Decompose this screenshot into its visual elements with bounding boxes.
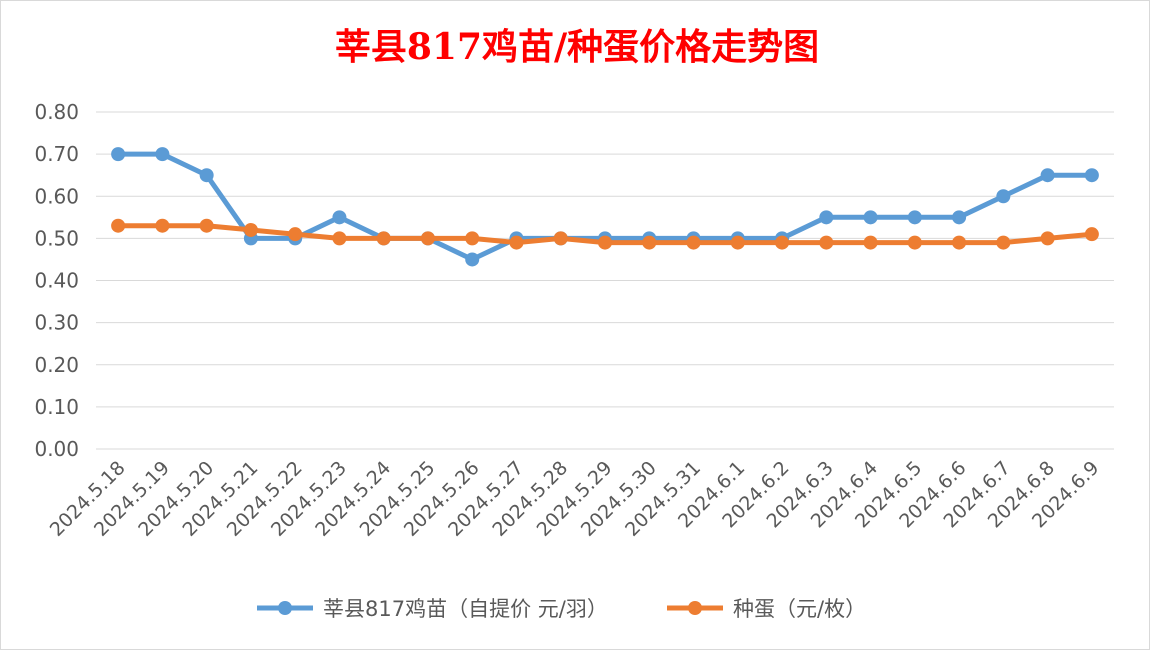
series-layer <box>111 147 1099 267</box>
data-point <box>642 235 657 250</box>
data-point <box>730 235 745 250</box>
data-point <box>819 210 834 225</box>
legend-item: 莘县817鸡苗（自提价 元/羽） <box>257 597 608 621</box>
legend-label: 种蛋（元/枚） <box>733 597 866 621</box>
y-tick-label: 0.70 <box>34 142 79 166</box>
data-point <box>243 222 258 237</box>
data-point <box>288 227 303 242</box>
y-tick-label: 0.10 <box>34 395 79 419</box>
gridlines <box>96 111 1114 450</box>
data-point <box>1084 227 1099 242</box>
data-point <box>199 218 214 233</box>
data-point <box>819 235 834 250</box>
legend-marker <box>688 601 702 615</box>
data-point <box>1084 168 1099 183</box>
data-point <box>1040 231 1055 246</box>
y-tick-label: 0.50 <box>34 226 79 250</box>
legend: 莘县817鸡苗（自提价 元/羽） 种蛋（元/枚） <box>257 597 866 621</box>
x-axis-ticks: 2024.5.182024.5.192024.5.202024.5.212024… <box>46 457 1104 541</box>
data-point <box>111 147 126 162</box>
data-point <box>111 218 126 233</box>
data-point <box>952 235 967 250</box>
data-point <box>996 235 1011 250</box>
data-point <box>686 235 701 250</box>
data-point <box>553 231 568 246</box>
series-1 <box>111 218 1099 250</box>
data-point <box>376 231 391 246</box>
data-point <box>199 168 214 183</box>
data-point <box>775 235 790 250</box>
y-tick-label: 0.40 <box>34 269 79 293</box>
data-point <box>509 235 524 250</box>
legend-item: 种蛋（元/枚） <box>667 597 866 621</box>
data-point <box>332 210 347 225</box>
data-point <box>996 189 1011 204</box>
chart-title: 莘县817鸡苗/种蛋价格走势图 <box>335 26 819 68</box>
data-point <box>465 252 480 267</box>
data-point <box>420 231 435 246</box>
y-tick-label: 0.60 <box>34 184 79 208</box>
data-point <box>598 235 612 250</box>
data-point <box>907 235 922 250</box>
data-point <box>155 218 170 233</box>
data-point <box>952 210 967 225</box>
data-point <box>1040 168 1055 183</box>
y-tick-label: 0.30 <box>34 311 79 335</box>
data-point <box>863 210 878 225</box>
legend-label: 莘县817鸡苗（自提价 元/羽） <box>323 597 608 621</box>
y-tick-label: 0.20 <box>34 353 79 377</box>
data-point <box>155 147 170 162</box>
y-tick-label: 0.00 <box>34 437 79 461</box>
legend-marker <box>278 601 292 615</box>
y-axis-ticks: 0.00 0.10 0.20 0.30 0.40 0.50 0.60 0.70 0.80 <box>34 100 79 461</box>
data-point <box>907 210 922 225</box>
y-tick-label: 0.80 <box>34 100 79 124</box>
data-point <box>465 231 480 246</box>
data-point <box>863 235 878 250</box>
data-point <box>332 231 347 246</box>
